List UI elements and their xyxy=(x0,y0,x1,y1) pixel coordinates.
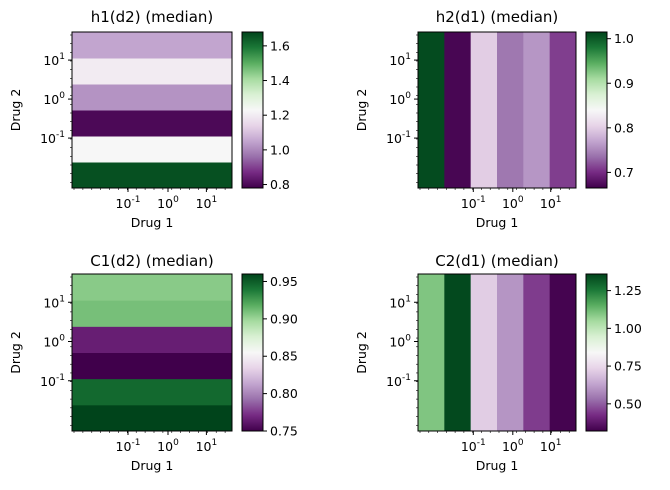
x-axis-label: Drug 1 xyxy=(131,458,174,473)
x-tick-label: 10-1 xyxy=(116,195,141,211)
heatmap-cell xyxy=(549,32,577,188)
heatmap-cell xyxy=(72,352,232,380)
x-tick-label: 100 xyxy=(502,195,524,211)
x-tick-label: 10-1 xyxy=(116,438,141,454)
colorbar-tick-label: 0.95 xyxy=(270,274,298,289)
heatmap-cell xyxy=(72,162,232,189)
chart-title: C1(d2) (median) xyxy=(90,252,214,270)
colorbar-tick-label: 1.0 xyxy=(614,31,634,46)
x-tick-label: 101 xyxy=(540,195,562,211)
colorbar-tick-label: 0.80 xyxy=(270,386,298,401)
colorbar-tick-label: 1.00 xyxy=(614,321,642,336)
heatmap-cell xyxy=(523,32,551,188)
heatmap-panel-3: C1(d2) (median) 10-1 100 101 10-1 100 101 Drug … xyxy=(8,252,298,473)
y-tick-label: 101 xyxy=(389,52,411,68)
heatmap-panel-2: h2(d1) (median) 10-1 100 101 10-1 100 101 Drug … xyxy=(354,8,634,230)
colorbar xyxy=(241,273,264,432)
y-tick-label: 101 xyxy=(43,294,65,310)
heatmap-cell xyxy=(444,32,472,188)
heatmap-cell xyxy=(444,274,472,431)
heatmap-cell xyxy=(72,110,232,137)
colorbar-tick-label: 1.6 xyxy=(270,38,290,53)
axes-frame xyxy=(71,31,233,189)
y-tick-label: 101 xyxy=(43,52,65,68)
chart-title: h1(d2) (median) xyxy=(91,8,214,26)
heatmap-cell xyxy=(72,136,232,163)
y-tick-label: 100 xyxy=(389,334,411,350)
y-tick-label: 101 xyxy=(389,294,411,310)
colorbar-tick-label: 1.4 xyxy=(270,73,290,88)
heatmap-cell xyxy=(72,84,232,111)
heatmap-cell xyxy=(470,274,498,431)
x-tick-label: 10-1 xyxy=(461,195,486,211)
x-tick-label: 100 xyxy=(157,195,179,211)
chart-title: C2(d1) (median) xyxy=(435,252,559,270)
colorbar-tick-label: 0.8 xyxy=(614,120,634,135)
heatmap-cell xyxy=(72,404,232,432)
chart-title: h2(d1) (median) xyxy=(436,8,559,26)
heatmap-cell xyxy=(72,378,232,406)
colorbar-tick-label: 0.85 xyxy=(270,349,298,364)
x-axis-label: Drug 1 xyxy=(476,458,519,473)
axes-frame xyxy=(417,31,577,189)
x-tick-label: 100 xyxy=(502,438,524,454)
colorbar xyxy=(241,31,264,189)
colorbar-tick-label: 0.75 xyxy=(614,359,642,374)
colorbar xyxy=(585,273,608,432)
heatmap-cell xyxy=(418,274,445,431)
y-tick-label: 10-1 xyxy=(386,373,411,389)
y-tick-label: 100 xyxy=(43,91,65,107)
colorbar-tick-label: 0.50 xyxy=(614,396,642,411)
y-axis-label: Drug 2 xyxy=(8,331,23,374)
heatmap-cell xyxy=(549,274,577,431)
colorbar-tick-label: 1.25 xyxy=(614,283,642,298)
heatmap-cell xyxy=(497,274,524,431)
heatmap-cell xyxy=(418,32,445,188)
y-tick-label: 10-1 xyxy=(386,130,411,146)
colorbar-tick-label: 1.0 xyxy=(270,142,290,157)
y-axis-label: Drug 2 xyxy=(354,89,369,132)
heatmap-cell xyxy=(470,32,498,188)
colorbar-tick-label: 0.8 xyxy=(270,177,290,192)
y-tick-label: 10-1 xyxy=(40,373,65,389)
colorbar-tick-label: 0.75 xyxy=(270,424,298,439)
y-axis-label: Drug 2 xyxy=(8,89,23,132)
heatmap-panel-4: C2(d1) (median) 10-1 100 101 10-1 100 101 Drug … xyxy=(354,252,642,473)
axes-frame xyxy=(71,273,233,432)
heatmap-cell xyxy=(72,326,232,353)
x-tick-label: 101 xyxy=(196,195,218,211)
heatmap-cell xyxy=(72,32,232,59)
y-tick-label: 100 xyxy=(389,91,411,107)
x-axis-label: Drug 1 xyxy=(131,215,174,230)
colorbar-tick-label: 0.90 xyxy=(270,311,298,326)
colorbar-tick-label: 0.9 xyxy=(614,76,634,91)
x-axis-label: Drug 1 xyxy=(476,215,519,230)
x-tick-label: 100 xyxy=(157,438,179,454)
y-tick-label: 100 xyxy=(43,334,65,350)
axes-frame xyxy=(417,273,577,432)
colorbar-tick-label: 0.7 xyxy=(614,165,634,180)
heatmap-cell xyxy=(72,274,232,301)
y-tick-label: 10-1 xyxy=(40,130,65,146)
heatmap-cell xyxy=(72,300,232,327)
heatmap-cell xyxy=(72,58,232,85)
x-tick-label: 101 xyxy=(540,438,562,454)
x-tick-label: 10-1 xyxy=(461,438,486,454)
heatmap-cell xyxy=(497,32,524,188)
y-axis-label: Drug 2 xyxy=(354,331,369,374)
x-tick-label: 101 xyxy=(196,438,218,454)
heatmap-cell xyxy=(523,274,551,431)
colorbar xyxy=(585,31,608,189)
heatmap-panel-1: h1(d2) (median) 10-1 100 101 10-1 100 101 Drug … xyxy=(8,8,290,230)
colorbar-tick-label: 1.2 xyxy=(270,108,290,123)
